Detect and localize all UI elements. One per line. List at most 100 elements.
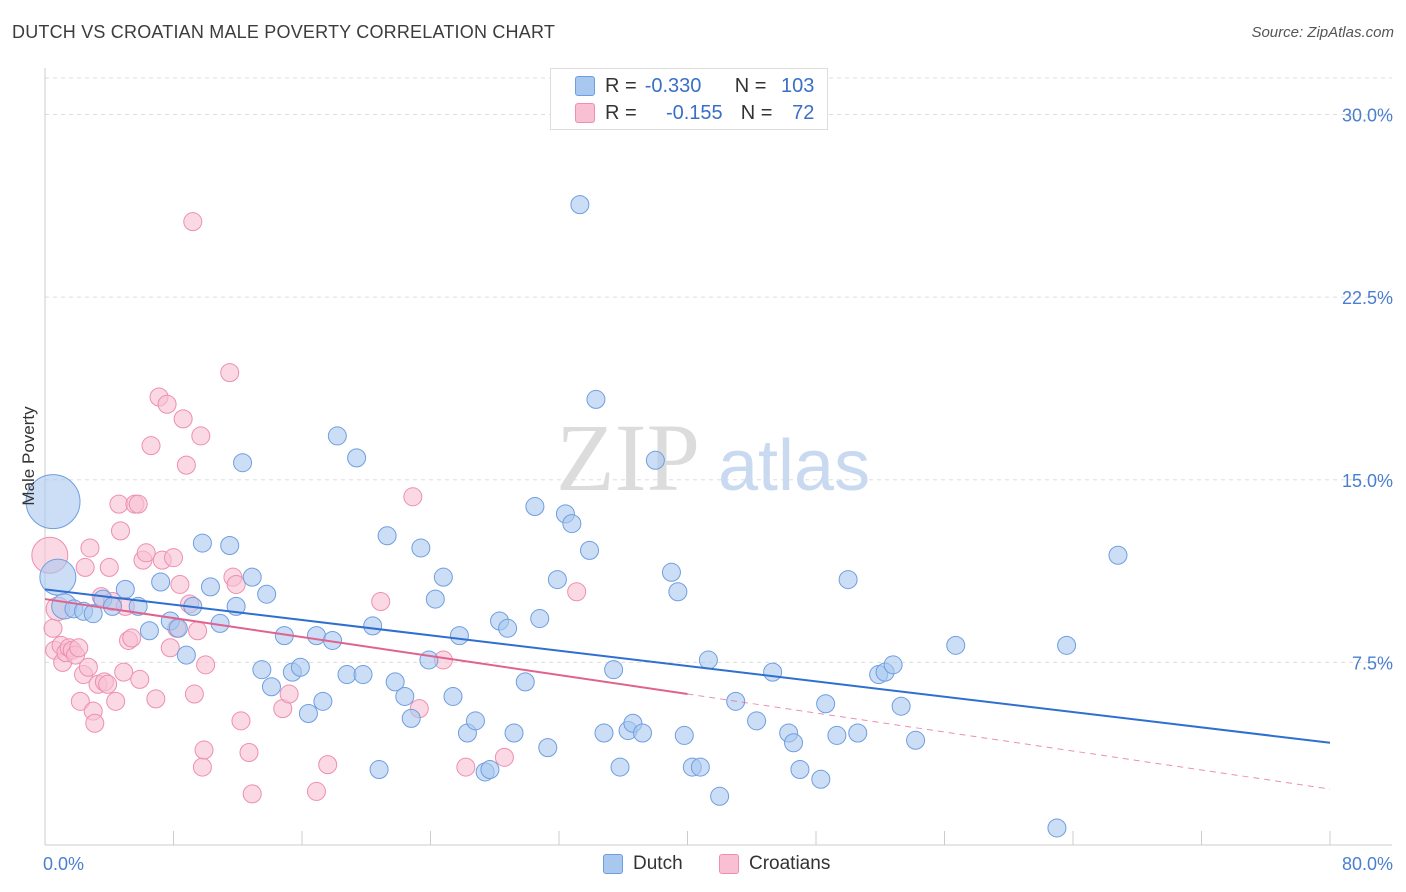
croatian-point: [226, 574, 246, 594]
dutch-point: [425, 589, 445, 609]
watermark-zip: ZIP: [556, 404, 700, 511]
croatian-point: [99, 557, 119, 577]
croatian-point: [160, 638, 180, 658]
croatian-point: [196, 655, 216, 675]
dutch-point: [710, 786, 730, 806]
croatian-point: [456, 757, 476, 777]
croatian-point: [122, 628, 142, 648]
y-tick-label: 22.5%: [1342, 288, 1393, 308]
croatian-point: [80, 538, 100, 558]
dutch-point: [261, 677, 281, 697]
croatian-point: [130, 669, 150, 689]
croatian-point: [69, 638, 89, 658]
dutch-point: [327, 426, 347, 446]
dutch-point: [443, 686, 463, 706]
croatian-point: [136, 543, 156, 563]
croatian-r-label: R =: [605, 101, 637, 124]
dutch-legend-label: Dutch: [633, 853, 683, 874]
croatian-point: [146, 689, 166, 709]
croatian-point: [141, 436, 161, 456]
croatian-point: [567, 582, 587, 602]
dutch-r-value: -0.330: [644, 74, 702, 97]
croatian-n-label: N =: [740, 101, 773, 124]
dutch-point: [377, 526, 397, 546]
dutch-point: [411, 538, 431, 558]
dutch-point: [586, 389, 606, 409]
dutch-point: [906, 730, 926, 750]
dutch-point: [633, 723, 653, 743]
chart-title: DUTCH VS CROATIAN MALE POVERTY CORRELATI…: [12, 22, 556, 42]
croatian-point: [494, 747, 514, 767]
croatian-point: [239, 742, 259, 762]
dutch-point: [763, 662, 783, 682]
dutch-point: [220, 536, 240, 556]
croatian-legend-swatch: [719, 854, 739, 874]
dutch-point: [353, 665, 373, 685]
croatian-point: [98, 674, 118, 694]
dutch-point: [674, 725, 694, 745]
dutch-point: [347, 448, 367, 468]
croatian-point: [70, 691, 90, 711]
croatian-point: [170, 574, 190, 594]
dutch-point: [504, 723, 524, 743]
dutch-point: [538, 738, 558, 758]
dutch-point: [816, 694, 836, 714]
y-tick-label: 30.0%: [1342, 106, 1393, 126]
croatian-point: [85, 713, 105, 733]
dutch-point: [252, 660, 272, 680]
croatian-trend-line-extension: [687, 693, 1331, 790]
dutch-point: [848, 723, 868, 743]
dutch-point: [139, 621, 159, 641]
y-tick-label: 7.5%: [1352, 653, 1393, 673]
dutch-point: [449, 626, 469, 646]
croatian-point: [176, 455, 196, 475]
y-tick-label: 15.0%: [1342, 471, 1393, 491]
tick-labels: 7.5% 15.0% 22.5% 30.0% 0.0% 80.0% Male Poverty: [19, 106, 1393, 874]
dutch-point: [369, 760, 389, 780]
dutch-point: [395, 686, 415, 706]
dutch-point: [690, 757, 710, 777]
dutch-point: [747, 711, 767, 731]
x-tick-label: 0.0%: [43, 854, 84, 874]
dutch-point: [570, 195, 590, 215]
trend-lines: [44, 588, 1331, 790]
dutch-point: [530, 609, 550, 629]
croatian-point: [109, 494, 129, 514]
dutch-point: [176, 645, 196, 665]
dutch-point: [115, 579, 135, 599]
legend-row-croatians: R = -0.155 N = 72: [575, 101, 814, 125]
croatian-point: [231, 711, 251, 731]
dutch-point: [257, 584, 277, 604]
croatian-point: [173, 409, 193, 429]
croatian-point: [306, 781, 326, 801]
croatian-point: [184, 684, 204, 704]
bottom-legend-croatians: Croatians: [719, 852, 830, 876]
dutch-point: [363, 616, 383, 636]
croatian-point: [220, 363, 240, 383]
dutch-point: [668, 582, 688, 602]
dutch-points: [25, 195, 1128, 838]
dutch-point: [313, 691, 333, 711]
dutch-point: [525, 497, 545, 517]
croatian-swatch: [575, 103, 595, 123]
dutch-point: [790, 760, 810, 780]
dutch-r-label: R =: [605, 74, 637, 97]
croatian-point: [242, 784, 262, 804]
dutch-point: [515, 672, 535, 692]
dutch-point: [25, 474, 81, 530]
croatian-point: [194, 740, 214, 760]
dutch-point: [594, 723, 614, 743]
croatian-points: [31, 212, 587, 804]
dutch-point: [610, 757, 630, 777]
axes: [44, 68, 1392, 846]
croatian-point: [279, 684, 299, 704]
dutch-point: [168, 618, 188, 638]
dutch-point: [1047, 818, 1067, 838]
dutch-n-label: N =: [734, 74, 767, 97]
dutch-point: [946, 635, 966, 655]
croatian-n-value: 72: [792, 101, 815, 124]
dutch-point: [480, 760, 500, 780]
dutch-point: [306, 626, 326, 646]
croatian-point: [318, 755, 338, 775]
